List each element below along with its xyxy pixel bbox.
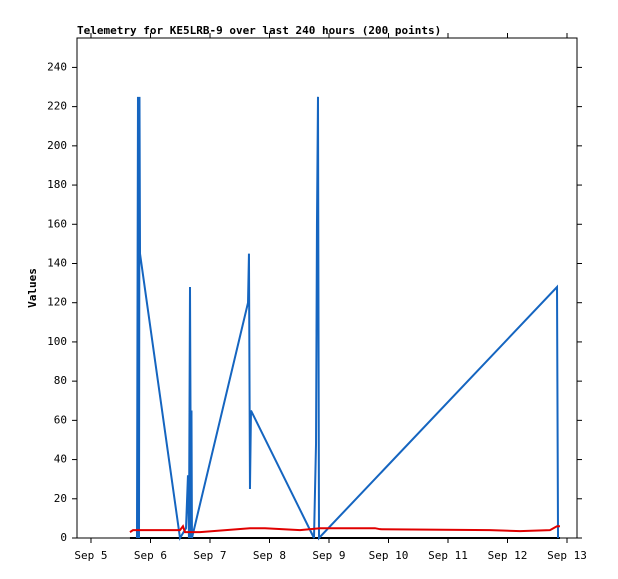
x-tick-label: Sep 6 <box>134 549 167 562</box>
y-tick-label: 100 <box>47 335 67 348</box>
chart-title: Telemetry for KE5LRB-9 over last 240 hou… <box>77 24 441 37</box>
x-tick-label: Sep 8 <box>253 549 286 562</box>
y-tick-label: 80 <box>54 374 67 387</box>
x-tick-label: Sep 13 <box>547 549 587 562</box>
series-line <box>135 96 560 541</box>
y-tick-label: 220 <box>47 100 67 113</box>
x-tick-label: Sep 11 <box>428 549 468 562</box>
x-tick-label: Sep 5 <box>74 549 107 562</box>
y-tick-label: 140 <box>47 256 67 269</box>
x-tick-label: Sep 10 <box>369 549 409 562</box>
y-tick-label: 240 <box>47 60 67 73</box>
x-tick-label: Sep 12 <box>488 549 528 562</box>
y-tick-label: 20 <box>54 492 67 505</box>
plot-frame <box>76 37 578 539</box>
y-tick-label: 120 <box>47 296 67 309</box>
y-axis-label: Values <box>26 268 39 308</box>
x-tick-label: Sep 7 <box>193 549 226 562</box>
series-line <box>129 524 560 534</box>
y-tick-label: 160 <box>47 217 67 230</box>
x-tick-label: Sep 9 <box>312 549 345 562</box>
y-tick-label: 180 <box>47 178 67 191</box>
y-tick-label: 200 <box>47 139 67 152</box>
y-tick-label: 40 <box>54 453 67 466</box>
y-tick-label: 0 <box>60 531 67 544</box>
y-tick-label: 60 <box>54 413 67 426</box>
